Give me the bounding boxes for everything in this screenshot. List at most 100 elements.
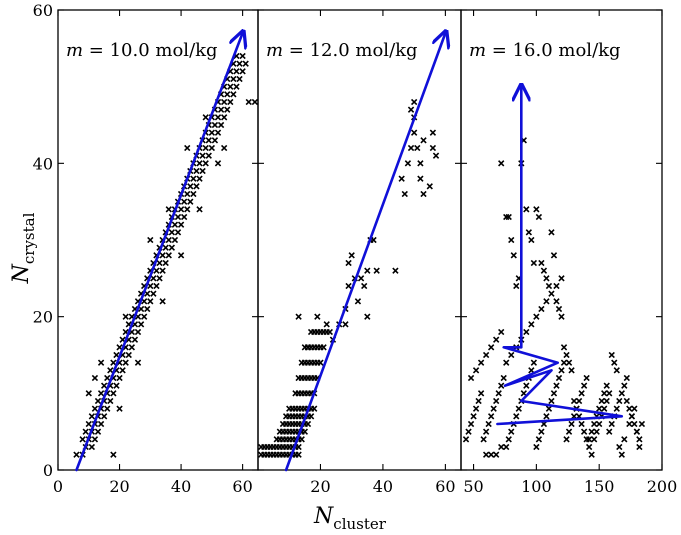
data-point [508, 428, 515, 435]
data-point [177, 206, 185, 213]
data-point [548, 290, 555, 297]
data-point [575, 397, 583, 405]
data-point [177, 252, 185, 259]
data-point [558, 313, 565, 320]
data-point [159, 252, 166, 259]
panel-label-symbol: m [266, 40, 283, 61]
data-point [429, 129, 437, 136]
panels: 0 20 40 60 0 20 40 60 m = 10.0 mol/kg 20 40 60 m = 1… [33, 1, 678, 496]
data-point [239, 52, 246, 60]
data-point [505, 213, 512, 221]
data-point [545, 282, 553, 290]
data-point [196, 160, 203, 167]
data-point [217, 106, 225, 113]
data-point [550, 252, 558, 259]
data-point [538, 428, 545, 435]
data-point [153, 267, 160, 274]
data-point [590, 420, 598, 428]
data-point [134, 328, 142, 336]
data-point [364, 267, 371, 274]
data-point [193, 183, 200, 190]
data-point [618, 390, 625, 397]
data-point [180, 198, 188, 205]
data-point [410, 129, 418, 136]
data-point [314, 313, 321, 320]
data-point [119, 367, 126, 374]
data-point [230, 75, 237, 83]
data-point [317, 359, 324, 366]
data-point [608, 351, 615, 359]
y-tick-label: 60 [33, 1, 53, 20]
data-point [555, 374, 563, 382]
data-point [618, 451, 625, 458]
data-point [548, 229, 555, 236]
data-point [345, 259, 352, 267]
data-point [606, 428, 613, 435]
data-point [493, 397, 500, 405]
panel-label-value: = 12.0 mol/kg [283, 40, 417, 61]
data-point [245, 98, 252, 106]
x-tick-label: 40 [171, 477, 191, 496]
data-point [153, 282, 160, 290]
data-point [583, 436, 590, 443]
data-point [472, 367, 480, 374]
data-point [553, 282, 560, 290]
data-point [417, 160, 424, 167]
data-point [88, 443, 96, 451]
data-point [538, 259, 545, 267]
data-point [548, 397, 555, 405]
data-point [227, 98, 234, 106]
data-point [472, 405, 480, 412]
data-point [590, 436, 598, 443]
y-tick-label: 20 [33, 308, 53, 327]
data-point [174, 213, 182, 221]
panel-1: 0 20 40 60 0 20 40 60 m = 10.0 mol/kg [33, 1, 259, 496]
data-point [555, 305, 563, 313]
data-point [107, 397, 114, 405]
data-point [493, 451, 500, 458]
data-point [85, 420, 92, 428]
data-point [202, 144, 209, 152]
data-point [565, 359, 573, 366]
data-point [601, 405, 608, 412]
data-point [513, 413, 520, 420]
data-point [482, 428, 490, 435]
x-axis-label: Ncluster [313, 504, 387, 533]
data-point [150, 290, 157, 297]
data-point [165, 206, 172, 213]
data-point [558, 367, 565, 374]
data-point [578, 390, 585, 397]
data-point [616, 397, 623, 405]
data-point [593, 428, 600, 435]
data-point [588, 451, 595, 458]
data-point [364, 313, 371, 320]
panel-label: m = 12.0 mol/kg [266, 40, 418, 61]
data-point [601, 390, 608, 397]
data-point [100, 382, 108, 389]
data-point [187, 183, 194, 190]
data-point [122, 313, 129, 320]
data-point [180, 213, 188, 221]
data-point [638, 420, 646, 428]
data-point [220, 114, 228, 121]
data-point [515, 405, 522, 412]
data-point [110, 451, 117, 458]
data-point [220, 144, 228, 152]
data-point [125, 351, 132, 359]
data-point [150, 275, 157, 282]
data-point [500, 374, 507, 382]
data-point [73, 451, 80, 458]
data-point [626, 420, 633, 428]
data-point [523, 206, 530, 213]
data-point [482, 351, 490, 359]
x-tick-label: 40 [373, 477, 393, 496]
data-point [147, 298, 154, 305]
data-point [165, 252, 172, 259]
scatter-points [73, 52, 259, 458]
data-point [122, 359, 129, 366]
data-point [611, 359, 618, 366]
data-point [373, 267, 380, 274]
data-point [348, 252, 355, 259]
data-point [636, 443, 643, 451]
data-point [97, 420, 105, 428]
